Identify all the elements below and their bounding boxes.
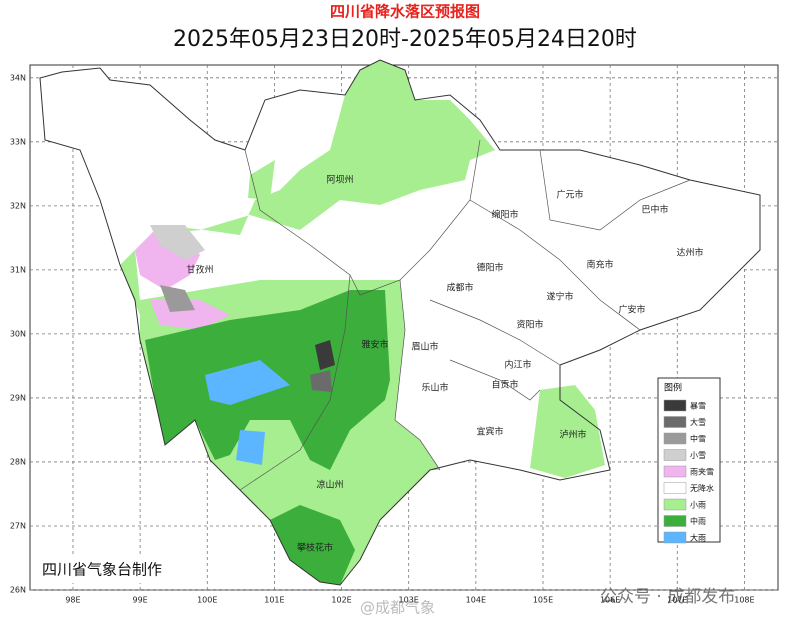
legend-label: 雨夹雪 — [690, 467, 714, 477]
moderate-rain-area — [270, 505, 355, 585]
prefecture-border — [394, 279, 441, 471]
heavy-rain-area — [236, 430, 265, 465]
subtitle: 2025年05月23日20时-2025年05月24日20时 — [173, 27, 637, 52]
city-labels: 阿坝州 甘孜州 雅安市 凉山州 攀枝花市 乐山市 眉山市 成都市 德阳市 绵阳市… — [186, 175, 703, 554]
legend-label: 大雪 — [690, 417, 706, 427]
legend-swatch — [663, 498, 687, 511]
x-tick-label: 102E — [331, 596, 351, 605]
prefecture-border — [469, 199, 641, 331]
x-tick-label: 104E — [466, 596, 486, 605]
legend-swatch — [663, 432, 687, 445]
legend-title: 图例 — [664, 382, 682, 394]
city-label: 广安市 — [618, 304, 645, 316]
title: 四川省降水落区预报图 — [330, 3, 480, 21]
legend-swatch — [663, 416, 687, 428]
city-label: 绵阳市 — [491, 209, 518, 221]
y-tick-label: 26N — [10, 586, 26, 595]
city-label: 德阳市 — [476, 262, 503, 274]
map-regions — [39, 59, 761, 586]
rainstorm-snow-area — [315, 340, 335, 370]
legend-swatch — [663, 482, 687, 494]
watermark: 公众号 · 成都发布 — [600, 587, 735, 607]
city-label: 巴中市 — [641, 204, 668, 216]
legend-swatch — [663, 399, 687, 412]
city-label: 雅安市 — [361, 339, 388, 351]
prefecture-border — [539, 149, 691, 231]
city-label: 成都市 — [446, 282, 473, 294]
footer: 四川省气象台制作 — [42, 561, 162, 579]
heavy-rain-area — [205, 360, 290, 405]
city-label: 泸州市 — [559, 429, 586, 441]
city-label: 内江市 — [504, 359, 531, 371]
city-label: 宜宾市 — [476, 426, 503, 438]
x-tick-label: 106E — [600, 596, 620, 605]
city-label: 达州市 — [676, 247, 703, 259]
light-rain-area — [120, 60, 495, 340]
y-tick-label: 30N — [10, 329, 26, 338]
y-tick-label: 29N — [10, 393, 26, 402]
legend-label: 中雪 — [690, 434, 706, 444]
city-label: 眉山市 — [411, 341, 438, 353]
moderate-snow-area — [160, 285, 195, 312]
y-tick-label: 28N — [10, 457, 26, 466]
legend-label: 小雨 — [690, 501, 706, 510]
city-label: 自贡市 — [491, 379, 518, 391]
city-label: 凉山州 — [316, 479, 343, 491]
light-snow-area — [150, 225, 205, 260]
city-label: 广元市 — [556, 189, 583, 201]
footer-box — [36, 557, 206, 583]
legend-swatch — [663, 465, 687, 478]
city-label: 攀枝花市 — [297, 542, 333, 554]
heavy-snow-area — [310, 370, 332, 392]
x-tick-label: 108E — [734, 596, 754, 605]
legend-label: 暴雪 — [690, 402, 706, 411]
y-tick-label: 27N — [10, 521, 26, 530]
legend-label: 小雪 — [690, 451, 706, 460]
city-label: 南充市 — [586, 259, 613, 271]
y-tick-label: 34N — [10, 73, 26, 82]
prefecture-border — [244, 139, 481, 296]
y-tick-label: 31N — [10, 265, 26, 274]
province-border — [39, 59, 761, 586]
prefecture-border — [429, 299, 561, 366]
city-label: 资阳市 — [516, 319, 543, 331]
city-label: 遂宁市 — [546, 291, 573, 303]
legend-label: 无降水 — [690, 483, 714, 493]
city-label: 甘孜州 — [186, 264, 213, 276]
city-label: 阿坝州 — [326, 175, 353, 186]
x-tick-label: 101E — [264, 596, 284, 605]
x-tick-label: 103E — [399, 596, 419, 605]
y-tick-label: 33N — [10, 137, 26, 146]
legend-swatch — [663, 531, 687, 544]
legend-label: 中雨 — [690, 516, 706, 526]
y-tick-label: 32N — [10, 201, 26, 210]
x-tick-label: 107E — [667, 596, 687, 605]
prefecture-border — [449, 359, 541, 401]
watermark: @成都气象 — [360, 599, 435, 617]
legend-swatch — [663, 449, 687, 461]
legend-swatch — [663, 515, 687, 527]
x-tick-label: 98E — [65, 596, 80, 605]
x-tick-label: 105E — [533, 596, 553, 605]
legend-label: 大雨 — [690, 533, 706, 543]
city-label: 乐山市 — [421, 382, 448, 394]
x-tick-label: 99E — [133, 596, 148, 605]
x-tick-label: 100E — [197, 596, 217, 605]
prefecture-border — [239, 274, 351, 491]
light-rain-area — [530, 385, 605, 478]
